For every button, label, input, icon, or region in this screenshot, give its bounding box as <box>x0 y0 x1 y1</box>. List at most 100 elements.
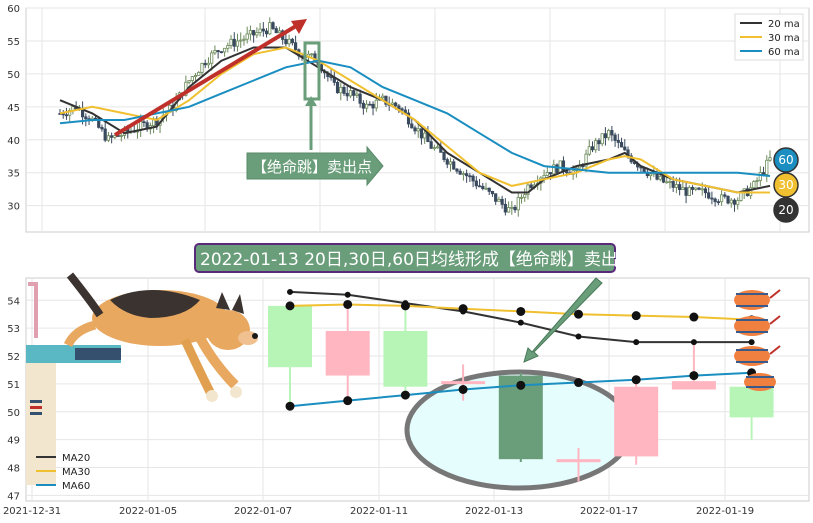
overview-candle-body <box>752 181 756 189</box>
overview-candle-body <box>465 173 469 177</box>
overview-candle-body <box>329 76 333 79</box>
overview-candle-body <box>474 180 478 187</box>
overview-candle-body <box>726 195 730 204</box>
shrimp-icons <box>734 289 781 391</box>
zoom-candle-body <box>441 381 486 385</box>
overview-candle-body <box>406 112 411 125</box>
overview-candle-body <box>226 45 230 49</box>
overview-candle-body <box>374 99 378 109</box>
overview-candle-body <box>358 93 362 104</box>
overview-ma-lines <box>59 46 771 194</box>
overview-candle-body <box>690 186 695 190</box>
zoom-ma-point <box>285 401 295 411</box>
zoom-ma-point <box>343 299 353 309</box>
overview-candle-body <box>442 151 446 160</box>
zoom-candle-body <box>556 459 601 463</box>
overview-candle-body <box>503 203 507 213</box>
ma-badge-label: 60 <box>778 153 793 167</box>
overview-candle-body <box>603 133 608 139</box>
ma-badge-circle <box>773 197 799 223</box>
overview-candle-body <box>697 187 701 190</box>
overview-candle-body <box>119 135 123 137</box>
zoom-ma-lines <box>285 288 757 411</box>
zoom-ma-point <box>343 396 353 406</box>
overview-legend: 20 ma 30 ma 60 ma <box>734 13 804 61</box>
overview-line-30-ma <box>59 46 770 194</box>
overview-y-tick-label: 50 <box>7 70 20 81</box>
overview-candle-body <box>248 30 253 35</box>
overview-candle-body <box>619 141 624 148</box>
overview-candle-body <box>687 186 691 196</box>
overview-candle-body <box>142 121 146 124</box>
zoom-x-tick-label: 2022-01-07 <box>234 506 292 517</box>
zoom-ma-point <box>633 339 640 346</box>
ma-badge-circle <box>773 147 799 173</box>
overview-candle-body <box>423 132 427 139</box>
overview-candle-body <box>242 38 246 41</box>
overview-candle-body <box>293 42 298 51</box>
overview-candle-body <box>529 184 533 188</box>
overview-candle-body <box>458 170 462 175</box>
overview-candle-body <box>468 175 472 178</box>
overview-candle-body <box>648 173 653 177</box>
zoom-y-tick-label: 50 <box>7 408 20 419</box>
overview-candle-body <box>200 62 204 73</box>
zoom-grid <box>26 278 809 501</box>
zoom-x-tick-label: 2021-12-31 <box>3 506 61 517</box>
overview-y-tick-label: 55 <box>7 37 20 48</box>
zoom-legend-label: MA60 <box>62 481 90 492</box>
overview-candle-body <box>264 30 269 35</box>
overview-candle-body <box>461 173 466 176</box>
overview-candle-body <box>548 172 553 175</box>
zoom-y-tick-label: 48 <box>7 464 20 475</box>
overview-candle-body <box>484 187 488 190</box>
overview-candle-body <box>490 190 495 195</box>
zoom-x-tick-label: 2022-01-19 <box>696 506 754 517</box>
zoom-ma-point <box>516 306 526 316</box>
overview-candle-body <box>64 114 69 117</box>
overview-candle-body <box>429 141 433 149</box>
overview-candle-body <box>758 172 762 181</box>
overview-y-tick-label: 40 <box>7 136 20 147</box>
overview-candle-body <box>678 184 682 191</box>
overview-candle-body <box>252 30 256 36</box>
zoom-ma-point <box>458 385 468 394</box>
banner-text: 2022-01-13 20日,30日,60日均线形成【绝命跳】卖出点 <box>200 250 635 270</box>
overview-candle-body <box>219 51 223 54</box>
overview-candle-body <box>193 75 198 78</box>
zoom-ma-point <box>574 378 583 388</box>
zoom-x-ticks: 2021-12-31 2022-01-05 2022-01-07 2022-01-11… <box>3 506 754 517</box>
overview-candle-body <box>710 197 714 200</box>
zoom-legend-label: MA30 <box>62 467 90 478</box>
overview-candle-body <box>555 164 559 173</box>
zoom-ma-point <box>400 390 410 400</box>
zoom-ma-point <box>631 375 641 385</box>
overview-candle-body <box>216 50 220 53</box>
overview-candle-body <box>84 116 88 120</box>
overview-candle-body <box>516 197 520 211</box>
overview-candle-body <box>413 127 417 132</box>
overview-candle-body <box>197 72 201 76</box>
overview-candle-body <box>681 187 685 191</box>
overview-candle-body <box>390 102 395 105</box>
zoom-x-tick-label: 2022-01-05 <box>119 506 177 517</box>
zoom-ma-point <box>689 312 699 322</box>
zoom-ma-point <box>690 339 697 346</box>
overview-candle-body <box>703 188 708 194</box>
overview-candle-body <box>584 153 588 167</box>
overview-candle-body <box>526 184 530 196</box>
overview-candle-body <box>736 200 740 205</box>
overview-candle-body <box>339 86 343 94</box>
overview-candle-body <box>381 95 385 99</box>
overview-candle-body <box>235 40 240 47</box>
zoom-ma-point <box>400 301 410 311</box>
overview-candle-body <box>348 90 353 97</box>
zoom-ma-point <box>689 371 699 381</box>
overview-candle-body <box>729 199 733 204</box>
zoom-x-tick-label: 2022-01-11 <box>350 506 408 517</box>
overview-y-ticks: 30 35 40 45 50 55 60 <box>7 4 20 213</box>
overview-candle-body <box>732 199 737 205</box>
zoom-candle-body <box>729 386 774 418</box>
zoom-ma-point <box>631 311 641 321</box>
overview-candle-body <box>713 198 717 203</box>
